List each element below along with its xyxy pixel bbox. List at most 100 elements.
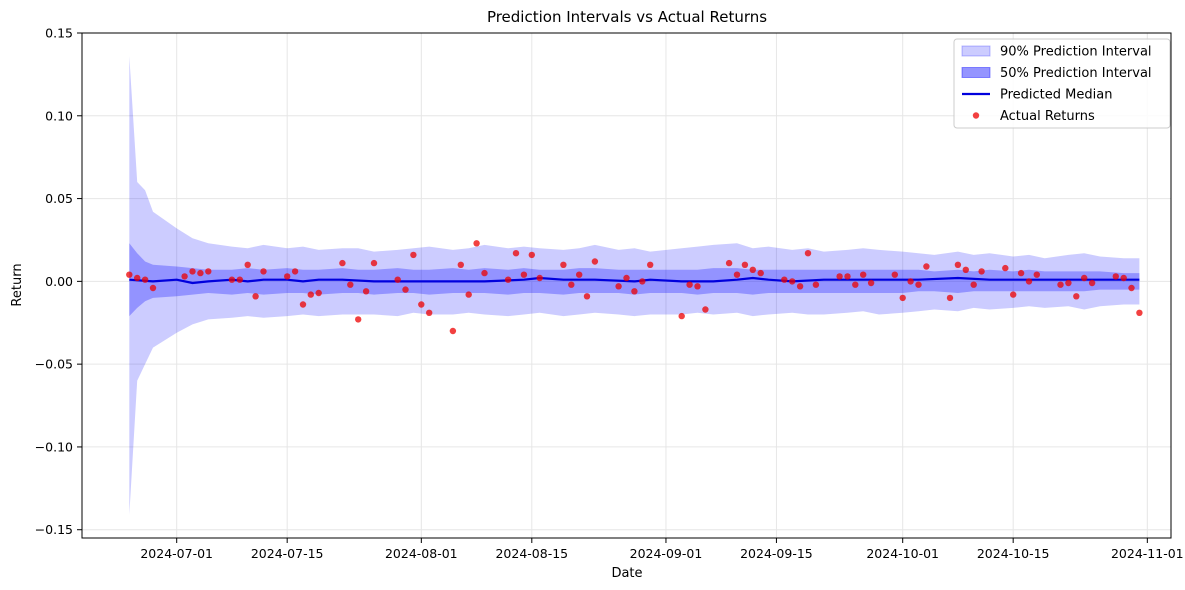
x-tick-label: 2024-08-15	[495, 546, 568, 561]
bands	[129, 56, 1140, 515]
y-tick-label: −0.15	[35, 522, 73, 537]
actual-point	[1065, 279, 1072, 287]
actual-point	[284, 273, 291, 280]
actual-point	[457, 261, 464, 268]
actual-point	[1073, 293, 1080, 300]
x-tick-label: 2024-09-15	[740, 546, 813, 561]
median-line	[129, 276, 1140, 285]
actual-point	[789, 278, 796, 285]
actual-point	[749, 266, 756, 273]
actual-point	[252, 293, 259, 300]
actual-point	[339, 259, 346, 267]
actual-point	[583, 293, 591, 300]
legend-label: Predicted Median	[1000, 88, 1112, 103]
actual-point	[623, 274, 630, 282]
actual-point	[891, 271, 898, 278]
actual-point	[307, 291, 314, 298]
x-tick-label: 2024-07-01	[140, 546, 213, 561]
actual-point	[725, 259, 733, 267]
x-tick-label: 2024-08-01	[385, 546, 458, 561]
actual-point	[149, 284, 157, 292]
actual-point	[836, 273, 843, 280]
x-tick-label: 2024-10-15	[977, 546, 1050, 561]
actual-point	[694, 283, 701, 290]
actual-point	[804, 250, 812, 257]
legend-box	[953, 38, 1171, 129]
actual-point	[370, 259, 378, 267]
actual-point	[1057, 281, 1064, 288]
actual-point	[465, 291, 472, 298]
actual-point	[449, 327, 457, 335]
actual-point	[394, 276, 401, 283]
actual-point	[860, 271, 867, 278]
actual-point	[504, 276, 512, 283]
actual-point	[362, 288, 370, 295]
y-tick-label: −0.05	[35, 357, 73, 372]
actual-point	[568, 281, 575, 288]
y-axis-label: Return	[10, 263, 25, 306]
y-tick-label: 0.10	[45, 108, 73, 123]
legend-swatch-90	[961, 45, 991, 57]
actual-point	[757, 269, 764, 277]
actual-point	[907, 278, 914, 285]
actual-point	[796, 283, 804, 290]
actual-point	[1010, 291, 1017, 298]
actual-point	[1033, 271, 1041, 278]
actual-point	[576, 271, 583, 278]
actual-point	[205, 268, 212, 275]
actual-point	[733, 271, 741, 278]
legend: 90% Prediction Interval 50% Prediction In…	[953, 38, 1171, 129]
actual-point	[291, 268, 299, 275]
actual-point	[426, 309, 433, 316]
actual-point	[591, 258, 599, 265]
actual-point	[1002, 264, 1009, 272]
actual-point	[946, 294, 954, 302]
y-tick-label: 0.05	[45, 191, 73, 206]
actual-point	[402, 286, 409, 293]
actual-point	[418, 301, 425, 308]
actual-point	[228, 276, 236, 283]
actual-point	[647, 261, 654, 268]
y-tick-label: 0.00	[45, 274, 73, 289]
actual-point	[315, 289, 322, 297]
actual-point	[962, 266, 969, 273]
y-tick-label: −0.10	[35, 439, 73, 454]
x-tick-label: 2024-07-15	[251, 546, 324, 561]
actual-point	[970, 281, 977, 288]
actual-point	[639, 278, 646, 285]
chart-title: Prediction Intervals vs Actual Returns	[487, 8, 767, 26]
actual-point	[560, 261, 567, 268]
actual-point	[631, 288, 638, 295]
actual-point	[410, 251, 417, 259]
actual-point	[702, 306, 709, 313]
actual-point	[355, 316, 362, 323]
y-axis: 0.15 0.10 0.05 0.00 −0.05 −0.10 −0.15	[35, 26, 82, 537]
actual-point	[867, 279, 875, 287]
actual-point	[615, 283, 622, 290]
y-tick-label: 0.15	[45, 26, 73, 41]
x-axis-label: Date	[611, 566, 642, 581]
x-tick-label: 2024-11-01	[1111, 546, 1184, 561]
actual-point	[812, 281, 820, 288]
plot-area-border	[81, 32, 1172, 539]
actual-point	[181, 273, 188, 280]
actual-point	[1017, 269, 1025, 277]
actual-point	[520, 271, 528, 278]
actual-point	[189, 268, 196, 275]
actual-point	[781, 276, 788, 283]
actual-point	[126, 271, 133, 278]
actual-point	[260, 268, 267, 275]
actual-point	[954, 261, 962, 268]
actual-point	[1112, 273, 1120, 280]
actual-point	[686, 281, 693, 288]
actual-point	[512, 250, 520, 257]
x-tick-label: 2024-09-01	[630, 546, 703, 561]
actual-point	[852, 281, 859, 288]
band-90-percent	[129, 56, 1140, 515]
actual-point	[1120, 274, 1127, 282]
actual-point	[536, 274, 543, 282]
actual-point	[141, 276, 149, 283]
actual-point	[678, 312, 685, 320]
legend-label: 50% Prediction Interval	[1000, 66, 1152, 81]
